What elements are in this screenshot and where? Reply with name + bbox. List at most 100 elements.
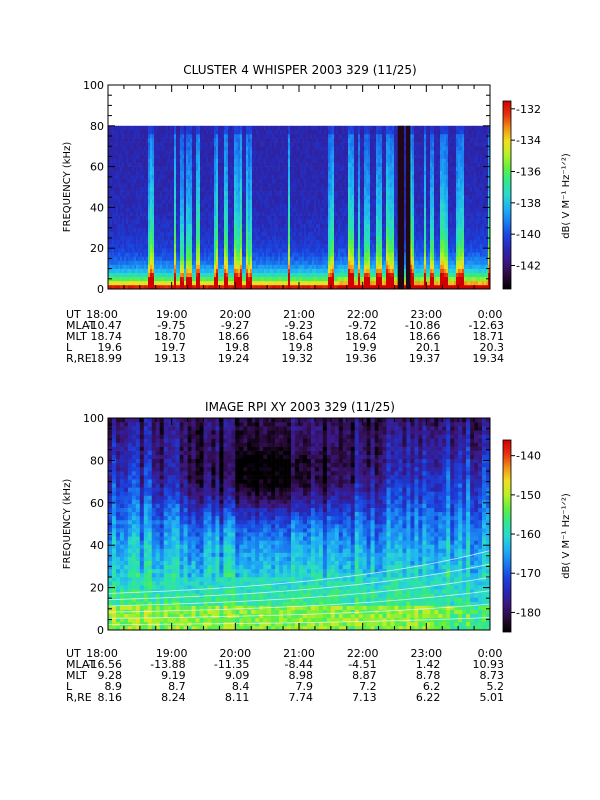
spectrogram-cell <box>202 215 205 220</box>
spectrogram-cell <box>148 244 151 249</box>
spectrogram-cell <box>138 252 141 257</box>
spectrogram-cell <box>156 142 159 147</box>
spectrogram-cell <box>216 223 219 229</box>
spectrogram-cell <box>112 264 115 269</box>
spectrogram-cell <box>180 146 183 151</box>
spectrogram-cell <box>278 199 281 204</box>
spectrogram-cell <box>308 158 311 163</box>
spectrogram-cell <box>210 207 213 212</box>
spectrogram-cell <box>142 203 145 208</box>
spectrogram-cell <box>146 174 149 180</box>
spectrogram-cell <box>184 158 187 163</box>
spectrogram-cell <box>310 252 313 257</box>
spectrogram-cell <box>122 284 125 289</box>
spectrogram-cell <box>328 125 331 131</box>
spectrogram-cell <box>256 284 259 289</box>
spectrogram-cell <box>340 284 343 289</box>
spectrogram-cell <box>284 158 287 163</box>
spectrogram-cell <box>180 231 183 237</box>
spectrogram-cell <box>328 158 331 163</box>
spectrogram-cell <box>280 219 283 225</box>
spectrogram-cell <box>188 260 191 265</box>
spectrogram-cell <box>264 195 267 200</box>
spectrogram-cell <box>178 252 181 257</box>
spectrogram-cell <box>284 256 287 261</box>
spectrogram-cell <box>294 260 297 265</box>
spectrogram-cell <box>254 138 257 143</box>
spectrogram-cell <box>240 260 243 265</box>
spectrogram-cell <box>322 174 325 180</box>
spectrogram-cell <box>352 235 355 241</box>
spectrogram-cell <box>158 280 161 286</box>
spectrogram-cell <box>138 195 141 200</box>
spectrogram-cell <box>310 146 313 151</box>
spectrogram-cell <box>206 187 209 192</box>
spectrogram-cell <box>178 170 181 176</box>
spectrogram-cell <box>120 280 123 286</box>
spectrogram-cell <box>328 235 331 241</box>
spectrogram-cell <box>140 138 143 143</box>
spectrogram-cell <box>194 166 197 171</box>
spectrogram-cell <box>280 178 283 184</box>
spectrogram-cell <box>116 207 119 212</box>
spectrogram-cell <box>114 284 117 289</box>
spectrogram-cell <box>346 231 349 237</box>
spectrogram-cell <box>294 235 297 241</box>
spectrogram-cell <box>148 248 151 253</box>
spectrogram-cell <box>298 256 301 261</box>
spectrogram-cell <box>210 272 213 278</box>
spectrogram-cell <box>326 240 329 245</box>
spectrogram-cell <box>286 125 289 131</box>
spectrogram-cell <box>284 240 287 245</box>
spectrogram-cell <box>350 158 353 163</box>
spectrogram-cell <box>264 280 267 286</box>
spectrogram-cell <box>270 231 273 237</box>
spectrogram-cell <box>242 146 245 151</box>
spectrogram-cell <box>276 195 279 200</box>
spectrogram-cell <box>232 248 235 253</box>
spectrogram-cell <box>316 268 319 273</box>
spectrogram-cell <box>136 158 139 163</box>
spectrogram-cell <box>260 150 263 155</box>
spectrogram-cell <box>296 125 299 131</box>
spectrogram-cell <box>180 138 183 143</box>
spectrogram-cell <box>298 219 301 225</box>
spectrogram-cell <box>162 146 165 151</box>
spectrogram-cell <box>314 215 317 220</box>
spectrogram-cell <box>298 248 301 253</box>
spectrogram-cell <box>190 146 193 151</box>
spectrogram-cell <box>140 272 143 278</box>
spectrogram-cell <box>224 203 227 208</box>
spectrogram-cell <box>252 129 255 135</box>
spectrogram-cell <box>164 219 167 225</box>
spectrogram-cell <box>118 125 121 131</box>
spectrogram-cell <box>146 240 149 245</box>
spectrogram-cell <box>202 133 205 139</box>
spectrogram-cell <box>342 207 345 212</box>
spectrogram-cell <box>332 248 335 253</box>
spectrogram-cell <box>276 187 279 192</box>
spectrogram-cell <box>170 158 173 163</box>
spectrogram-cell <box>348 146 351 151</box>
spectrogram-cell <box>332 264 335 269</box>
spectrogram-cell <box>156 170 159 176</box>
spectrogram-cell <box>252 231 255 237</box>
spectrogram-cell <box>156 195 159 200</box>
spectrogram-cell <box>298 272 301 278</box>
spectrogram-cell <box>166 268 169 273</box>
spectrogram-cell <box>170 178 173 184</box>
spectrogram-cell <box>236 182 239 188</box>
spectrogram-cell <box>250 227 253 233</box>
spectrogram-cell <box>292 223 295 229</box>
spectrogram-cell <box>112 231 115 237</box>
spectrogram-cell <box>266 174 269 180</box>
spectrogram-cell <box>288 268 291 273</box>
spectrogram-cell <box>134 227 137 233</box>
spectrogram-cell <box>252 235 255 241</box>
spectrogram-cell <box>278 133 281 139</box>
spectrogram-cell <box>196 264 199 269</box>
spectrogram-cell <box>142 284 145 289</box>
spectrogram-cell <box>204 170 207 176</box>
spectrogram-cell <box>310 191 313 196</box>
spectrogram-cell <box>158 162 161 167</box>
